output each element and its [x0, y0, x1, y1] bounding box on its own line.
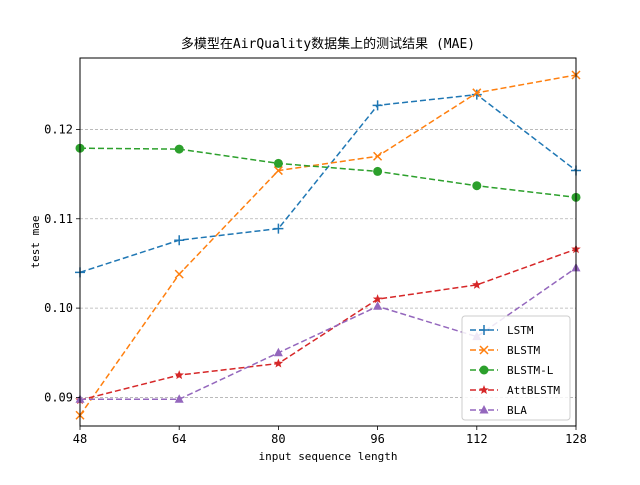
legend-item-attblstm: AttBLSTM	[470, 384, 560, 397]
series-blstm-l	[75, 143, 581, 202]
data-point-blstm	[472, 88, 482, 98]
series-line-lstm	[79, 93, 577, 274]
x-tick-label: 48	[73, 432, 87, 446]
chart-title: 多模型在AirQuality数据集上的测试结果 (MAE)	[181, 36, 475, 52]
x-axis-ticks: 48 64 80 96 112 128	[73, 426, 587, 446]
data-point-bla	[373, 301, 383, 310]
legend-label: LSTM	[507, 324, 534, 337]
x-tick-label: 128	[565, 432, 587, 446]
data-point-attblstm	[472, 279, 482, 289]
legend-label: BLSTM-L	[507, 364, 554, 377]
data-point-attblstm	[372, 294, 383, 304]
data-point-lstm	[273, 223, 284, 234]
data-point-lstm	[174, 235, 185, 246]
y-tick-label: 0.11	[44, 212, 73, 226]
series-line-blstm-l	[79, 147, 577, 199]
data-point-blstm	[174, 269, 184, 279]
data-point-blstm-l	[472, 181, 482, 191]
y-tick-label: 0.12	[44, 122, 73, 136]
y-axis-ticks: 0.09 0.10 0.11 0.12	[44, 122, 80, 404]
data-point-lstm	[471, 89, 482, 100]
legend: LSTM BLSTM BLSTM-L AttBLSTM BLA	[461, 315, 571, 421]
series-line-attblstm	[79, 248, 577, 401]
legend-marker	[479, 325, 489, 335]
x-tick-label: 80	[271, 432, 285, 446]
data-point-lstm	[372, 100, 383, 111]
grid-lines	[80, 129, 576, 398]
data-point-blstm-l	[174, 144, 184, 154]
legend-box	[461, 315, 571, 421]
data-point-bla	[174, 394, 184, 403]
legend-marker	[479, 365, 489, 375]
data-point-attblstm	[174, 370, 184, 380]
legend-item-blstm-l: BLSTM-L	[470, 364, 554, 377]
x-axis-label: input sequence length	[258, 450, 397, 463]
plot-frame	[79, 57, 577, 427]
data-point-blstm-l	[373, 166, 383, 176]
legend-label: BLA	[507, 404, 527, 417]
legend-label: BLSTM	[507, 344, 540, 357]
legend-item-lstm: LSTM	[470, 324, 534, 337]
data-point-blstm	[273, 166, 283, 176]
y-axis-label: test mae	[29, 216, 42, 269]
legend-item-blstm: BLSTM	[470, 344, 540, 357]
legend-marker	[479, 385, 489, 395]
legend-item-bla: BLA	[470, 404, 527, 417]
x-tick-label: 96	[370, 432, 384, 446]
data-point-attblstm	[273, 358, 284, 368]
data-point-bla	[273, 347, 283, 357]
x-tick-label: 112	[466, 432, 488, 446]
x-tick-label: 64	[172, 432, 186, 446]
y-tick-label: 0.09	[44, 390, 73, 404]
series-lstm	[75, 89, 581, 278]
legend-marker	[479, 405, 489, 414]
y-tick-label: 0.10	[44, 301, 73, 315]
series-line-blstm	[79, 74, 577, 416]
data-point-blstm	[373, 151, 383, 161]
legend-marker	[479, 345, 489, 355]
data-point-blstm-l	[273, 158, 283, 168]
legend-label: AttBLSTM	[507, 384, 560, 397]
